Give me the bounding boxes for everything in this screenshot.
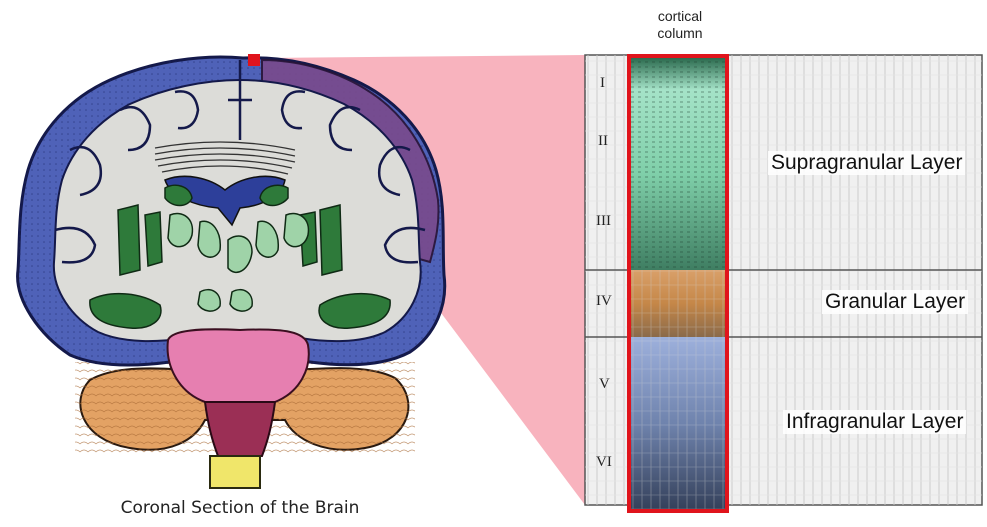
- layer-numeral-1: I: [600, 75, 605, 91]
- deep-column-fibres: [629, 270, 727, 510]
- lateral-ventricle: [164, 175, 286, 227]
- brain-caption: Coronal Section of the Brain: [120, 498, 360, 518]
- layer-numeral-4: IV: [596, 293, 612, 309]
- pons: [166, 328, 310, 403]
- medulla: [203, 401, 277, 457]
- granular-layer-label: Granular Layer: [822, 290, 969, 314]
- supragranular-cells: [629, 58, 727, 270]
- layer-numeral-2: II: [598, 133, 608, 149]
- spinal-cord: [209, 455, 261, 489]
- column-origin-marker: [248, 54, 260, 66]
- infragranular-layer-label: Infragranular Layer: [783, 410, 967, 434]
- deep-nuclei: [89, 184, 391, 329]
- column-caption-line2: column: [657, 25, 703, 41]
- supragranular-layer-label: Supragranular Layer: [768, 151, 966, 175]
- corpus-callosum: [154, 141, 296, 175]
- layer-numeral-3: III: [596, 213, 611, 229]
- gyri-folds: [54, 60, 426, 264]
- brain-section: [16, 54, 447, 489]
- layer-numeral-6: VI: [596, 454, 612, 470]
- cortical-column-caption: cortical column: [630, 8, 730, 42]
- column-caption-line1: cortical: [657, 8, 703, 24]
- layer-numeral-5: V: [599, 376, 610, 392]
- column-panel: [584, 54, 983, 513]
- thalamic-nuclei: [167, 212, 310, 312]
- cortical-column-frame: [627, 54, 729, 513]
